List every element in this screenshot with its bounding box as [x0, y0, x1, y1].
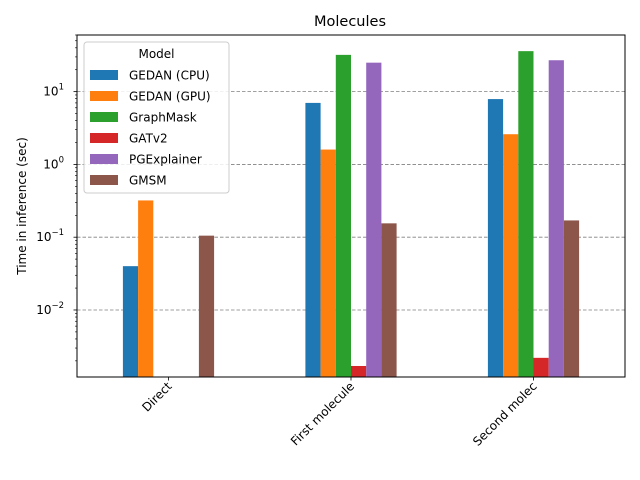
legend-label-4: PGExplainer — [129, 153, 202, 167]
bar-0-2 — [487, 99, 504, 377]
bar-5-2 — [563, 220, 580, 377]
bar-0-0 — [122, 266, 139, 377]
legend-label-2: GraphMask — [129, 111, 197, 125]
x-tick-label-2: Second molec — [470, 379, 540, 449]
legend-title: Model — [138, 47, 174, 61]
y-axis-label: Time in inference (sec) — [15, 137, 29, 276]
x-tick-label-0: Direct — [139, 379, 175, 415]
bar-3-1 — [351, 365, 367, 377]
bar-3-2 — [533, 357, 549, 377]
legend-swatch-1 — [90, 91, 118, 101]
y-tick-label-3: 101 — [43, 83, 64, 99]
bar-1-2 — [503, 134, 519, 377]
legend-swatch-3 — [90, 133, 118, 143]
bar-1-1 — [320, 149, 336, 377]
y-tick-label-0: 10−2 — [36, 301, 64, 317]
x-axis-ticks: Direct First molecule Second molec — [139, 377, 540, 449]
bar-5-0 — [198, 235, 215, 377]
legend: Model GEDAN (CPU) GEDAN (GPU) GraphMask GAT… — [83, 41, 230, 194]
legend-swatch-4 — [90, 154, 118, 164]
y-axis-ticks: 10−2 10−1 100 101 — [36, 34, 77, 362]
bars — [122, 51, 580, 378]
legend-swatch-0 — [90, 70, 118, 80]
y-tick-label-2: 100 — [43, 155, 64, 171]
legend-label-0: GEDAN (CPU) — [129, 69, 210, 83]
legend-label-3: GATv2 — [129, 132, 168, 146]
legend-swatch-5 — [90, 175, 118, 185]
bar-4-1 — [366, 62, 382, 378]
chart-title: Molecules — [314, 14, 386, 30]
x-tick-label-1: First molecule — [288, 379, 357, 448]
legend-swatch-2 — [90, 112, 118, 122]
bar-0-1 — [305, 102, 321, 377]
bar-5-1 — [381, 223, 397, 377]
bar-2-1 — [335, 54, 351, 377]
legend-label-1: GEDAN (GPU) — [129, 90, 211, 104]
y-tick-label-1: 10−1 — [36, 228, 64, 244]
bar-2-2 — [518, 51, 534, 377]
legend-label-5: GMSM — [129, 174, 167, 188]
bar-1-0 — [138, 200, 154, 377]
bar-4-2 — [548, 60, 564, 377]
legend-frame — [83, 41, 230, 194]
legend-items: GEDAN (CPU) GEDAN (GPU) GraphMask GATv2 PGEx… — [90, 69, 211, 188]
